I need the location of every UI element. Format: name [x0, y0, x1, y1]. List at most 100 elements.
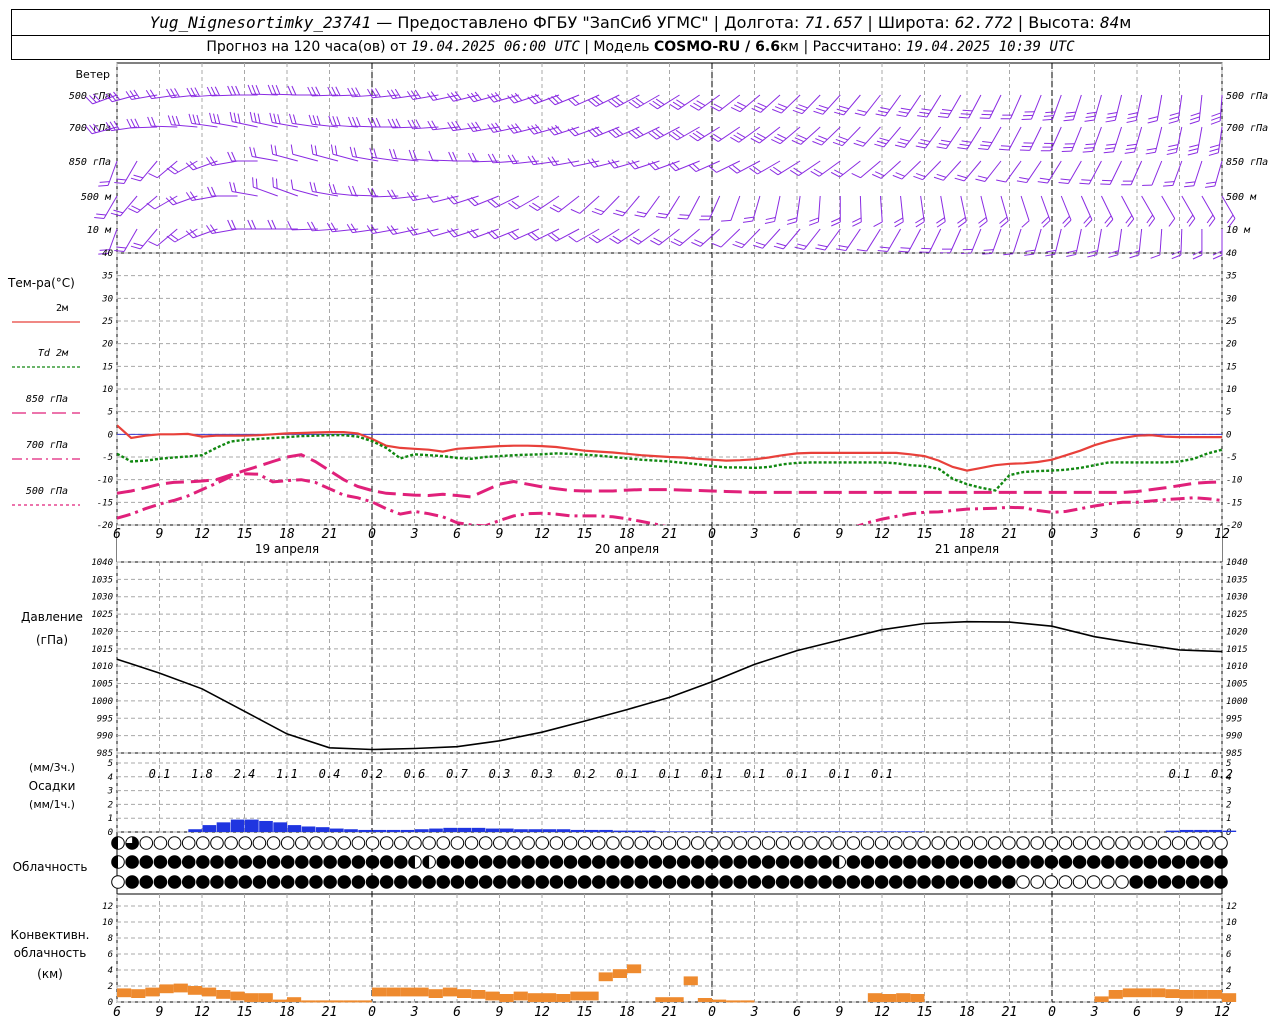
hour-tick-label-bottom: 3: [1090, 1005, 1099, 1020]
wind-barb-feather: [213, 113, 217, 124]
cloud-symbol: [747, 855, 762, 869]
wind-barb: [999, 195, 1009, 228]
hour-tick-label-bottom: 18: [959, 1005, 975, 1020]
cloud-cover-clear: [153, 836, 168, 850]
cloud-cover-full: [987, 855, 1002, 869]
wind-barb-feather: [253, 112, 257, 123]
wind-barb-feather: [249, 111, 253, 122]
cloud-cover-clear: [1044, 836, 1059, 850]
wind-barb-feather: [975, 178, 986, 182]
wind-barb-feather: [812, 140, 822, 146]
wind-barb-staff: [928, 228, 942, 253]
hour-tick-label-bottom: 0: [368, 1005, 376, 1020]
cloud-cover-clear: [1058, 836, 1073, 850]
wind-barb-feather: [1190, 112, 1201, 117]
cloud-symbol: [280, 875, 295, 889]
wind-barb-feather: [490, 230, 499, 238]
cloud-symbol: [1030, 836, 1044, 850]
cloud-cover-full: [422, 875, 436, 889]
wind-barb-staff: [252, 155, 278, 162]
wind-barb-staff: [107, 228, 118, 254]
temp-legend-label: 700 гПа: [26, 440, 68, 451]
precip-bar: [783, 831, 797, 832]
convective-bar: [1151, 988, 1166, 998]
cloud-symbol: [323, 836, 337, 850]
cloud-cover-full: [337, 855, 352, 869]
wind-barb-staff: [1193, 160, 1203, 186]
hour-tick-label: 6: [1133, 527, 1141, 542]
wind-barb-staff: [1075, 228, 1082, 255]
wind-barb: [872, 160, 901, 179]
cloud-cover-full: [309, 855, 323, 869]
wind-barb-staff: [991, 228, 1002, 254]
wind-barb-staff: [123, 160, 138, 184]
cloud-cover-full: [606, 875, 620, 889]
wind-barb-feather: [131, 205, 141, 211]
convective-bar: [669, 997, 684, 1002]
day-label: 19 апреля: [255, 542, 319, 556]
wind-barb-feather: [147, 116, 152, 127]
wind-barb-feather: [446, 229, 455, 238]
cloud-cover-full: [719, 855, 733, 869]
cloud-symbol: [1185, 875, 1200, 889]
wind-barb-feather: [808, 221, 819, 226]
cloud-cover-full: [323, 875, 337, 889]
wind-barb: [307, 86, 339, 97]
wind-barb-staff: [676, 126, 700, 141]
wind-barb: [749, 160, 781, 175]
wind-barb-staff: [1088, 160, 1102, 185]
wind-barb-feather: [1079, 182, 1090, 185]
wind-barb-feather: [85, 96, 93, 105]
wind-barb-feather: [941, 109, 952, 112]
cloud-cover-full: [280, 875, 295, 889]
cloud-symbol: [860, 855, 875, 869]
wind-barb: [1212, 229, 1223, 260]
wind-barb-feather: [1024, 111, 1035, 113]
wind-barb-feather: [427, 120, 434, 130]
wind-barb-feather: [410, 191, 418, 201]
wind-barb: [773, 228, 801, 250]
wind-barb-feather: [247, 84, 253, 95]
convective-bar: [131, 989, 146, 998]
cloud-symbol: [1185, 855, 1200, 869]
wind-barb-feather: [851, 172, 861, 179]
wind-barb-staff: [695, 160, 720, 173]
cloud-symbol: [238, 875, 253, 889]
wind-barb-feather: [406, 192, 414, 201]
wind-barb-feather: [936, 221, 946, 228]
wind-barb-feather: [411, 119, 417, 129]
wind-barb-feather: [815, 138, 825, 143]
convective-bar: [244, 993, 259, 1002]
wind-barb-feather: [275, 85, 281, 95]
wind-barb-staff: [798, 160, 821, 176]
cloud-cover-clear: [917, 836, 931, 850]
hour-tick-label: 9: [836, 527, 844, 542]
wind-barb-feather: [1108, 250, 1119, 254]
model-label: | Модель: [579, 39, 654, 55]
wind-barb-feather: [919, 251, 930, 253]
wind-barb-feather: [774, 106, 785, 111]
wind-barb-feather: [271, 219, 277, 230]
wind-barb-staff: [1198, 94, 1203, 121]
wind-barb-feather: [897, 141, 908, 145]
wind-barb-feather: [1212, 254, 1223, 260]
wind-barb-staff: [332, 228, 359, 233]
cloud-symbol: [945, 836, 960, 850]
hour-tick-label-bottom: 6: [113, 1005, 121, 1020]
wind-barb: [125, 89, 158, 101]
wind-barb-feather: [732, 243, 743, 249]
cloud-cover-full: [1002, 855, 1016, 869]
cloud-symbol: [1086, 855, 1101, 869]
wind-barb-feather: [673, 238, 684, 244]
wind-barb-feather: [773, 245, 784, 250]
wind-barb: [677, 195, 701, 220]
wind-barb-feather: [1168, 144, 1179, 148]
wind-barb-feather: [1164, 181, 1175, 183]
cloud-cover-full: [535, 855, 550, 869]
wind-barb-feather: [209, 112, 213, 123]
wind-barb-feather: [511, 200, 521, 208]
wind-barb-feather: [166, 88, 172, 98]
wind-barb-feather: [237, 113, 241, 124]
wind-barb-feather: [813, 110, 824, 115]
wind-barb-staff: [1033, 228, 1042, 255]
